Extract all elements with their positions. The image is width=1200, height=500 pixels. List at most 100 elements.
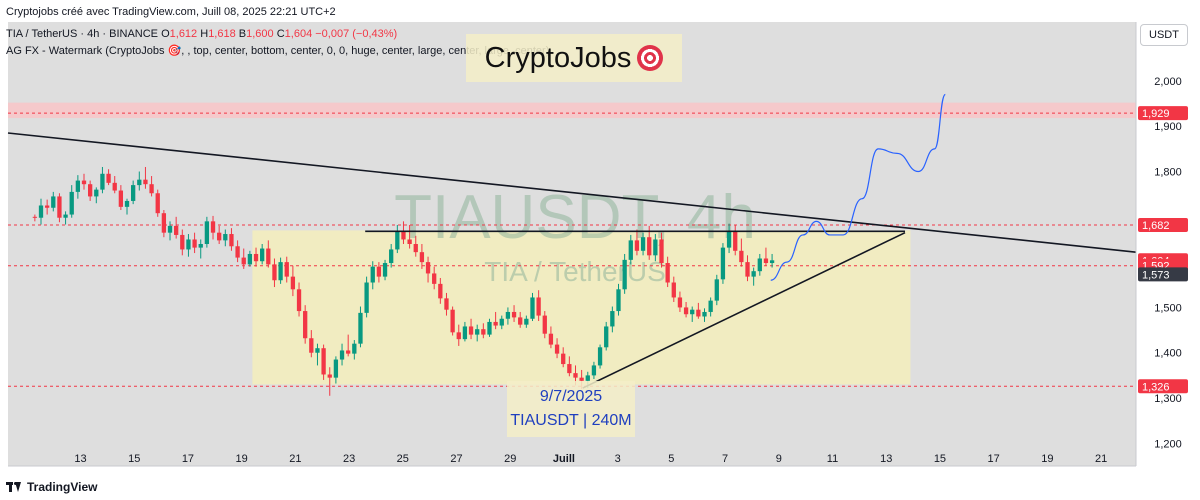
candle: [272, 258, 277, 288]
candle: [315, 343, 320, 366]
candle: [137, 171, 142, 191]
candle: [198, 239, 203, 259]
candle: [640, 232, 646, 256]
time-tick-label: 17: [182, 453, 194, 465]
resistance-band-layer: [8, 102, 1136, 119]
time-tick-label: 7: [722, 453, 728, 465]
candle: [100, 166, 105, 194]
candle: [604, 321, 609, 351]
candle-body: [751, 271, 756, 277]
candle-body: [511, 311, 517, 318]
candle-body: [407, 239, 412, 244]
annotation-box: 9/7/2025 TIAUSDT | 240M: [507, 381, 635, 437]
candle-body: [327, 374, 332, 378]
candle-body: [87, 184, 93, 197]
candle-body: [493, 321, 498, 326]
candle: [677, 291, 683, 312]
candle: [745, 255, 750, 282]
candle: [333, 356, 339, 384]
candle: [634, 229, 640, 256]
candle-body: [94, 189, 99, 197]
time-tick-label: 19: [1041, 453, 1053, 465]
candle-body: [757, 258, 762, 272]
candle: [690, 306, 695, 322]
candle: [327, 367, 332, 396]
candle-body: [63, 214, 68, 218]
candle: [591, 361, 597, 380]
candle: [57, 193, 62, 223]
candle-body: [112, 182, 117, 191]
candle-body: [450, 309, 455, 333]
tradingview-footer[interactable]: TradingView: [6, 480, 97, 494]
time-tick-label: 23: [343, 453, 355, 465]
trendline[interactable]: [582, 231, 906, 389]
trendline[interactable]: [7, 132, 1137, 253]
price-tick-label: 1,200: [1154, 438, 1182, 450]
candle: [192, 232, 197, 254]
candle: [81, 173, 87, 190]
candle-body: [677, 297, 683, 308]
candle: [382, 259, 388, 281]
candle-body: [51, 196, 56, 208]
candle-body: [536, 297, 541, 316]
projection-path[interactable]: [770, 93, 946, 281]
price-label: 1,326: [1138, 379, 1188, 394]
candle: [210, 215, 216, 240]
indicator-line[interactable]: AG FX - Watermark (CryptoJobs 🎯, , top, …: [6, 45, 550, 57]
candle-body: [401, 231, 406, 240]
time-tick-label: 21: [289, 453, 301, 465]
candle: [235, 240, 240, 263]
candle: [548, 326, 554, 349]
time-tick-label: 11: [827, 453, 838, 465]
price-tick-label: 1,900: [1154, 121, 1182, 133]
price-label-value: 1,929: [1142, 108, 1170, 120]
watermark-layer: TIAUSDT, 4h TIA / TetherUS: [394, 183, 756, 287]
candle-body: [198, 244, 203, 248]
candle-body: [554, 344, 560, 354]
price-axis[interactable]: 2,000 1,900 1,800 1,500 1,400 1,300 1,200: [1135, 22, 1200, 466]
price-label-box: [1138, 106, 1188, 121]
candle-body: [604, 326, 609, 348]
price-label-value: 1,682: [1142, 220, 1170, 232]
close-value: 1,604 −0,007 (−0,43%): [284, 28, 398, 40]
candle: [444, 292, 449, 316]
high-label: H: [200, 28, 209, 40]
tradingview-brand: TradingView: [27, 480, 98, 494]
candle-body: [57, 196, 62, 218]
candle-body: [683, 307, 689, 315]
cryptojobs-logo: CryptoJobs: [466, 34, 682, 82]
candle-body: [585, 375, 590, 381]
candle-body: [69, 191, 74, 215]
candle-body: [499, 318, 504, 326]
price-label-box: [1138, 379, 1188, 394]
candle: [530, 292, 535, 322]
candle: [702, 308, 707, 322]
annotation-label: TIAUSDT | 240M: [510, 412, 632, 429]
time-axis[interactable]: 13 15 17 19 21 23 25 27 29 Juill 3 5 7 9 11 13 15 17 19 21: [0, 453, 1200, 480]
candle-body: [487, 321, 492, 335]
candle: [296, 282, 302, 317]
symbol-info[interactable]: TIA / TetherUS · 4h · BINANCE: [6, 28, 159, 40]
time-tick-label: 3: [615, 453, 621, 465]
candle-body: [284, 262, 289, 277]
candle-body: [653, 239, 658, 256]
candle: [671, 276, 676, 302]
range-zone-layer: [252, 230, 911, 385]
candle-body: [118, 190, 124, 207]
candle: [554, 338, 560, 359]
candle: [665, 256, 670, 288]
price-label: 1,929: [1138, 106, 1188, 121]
candle-body: [591, 365, 597, 376]
candle: [186, 234, 191, 257]
price-tick-label: 1,300: [1154, 393, 1182, 405]
currency-button[interactable]: USDT: [1140, 24, 1188, 46]
candle-body: [475, 329, 480, 335]
candle-body: [186, 239, 191, 250]
candle: [475, 324, 480, 342]
candle-body: [425, 262, 431, 274]
price-tick-label: 1,400: [1154, 348, 1182, 360]
candle-body: [567, 364, 572, 374]
candle: [94, 187, 99, 204]
candle: [87, 180, 93, 201]
